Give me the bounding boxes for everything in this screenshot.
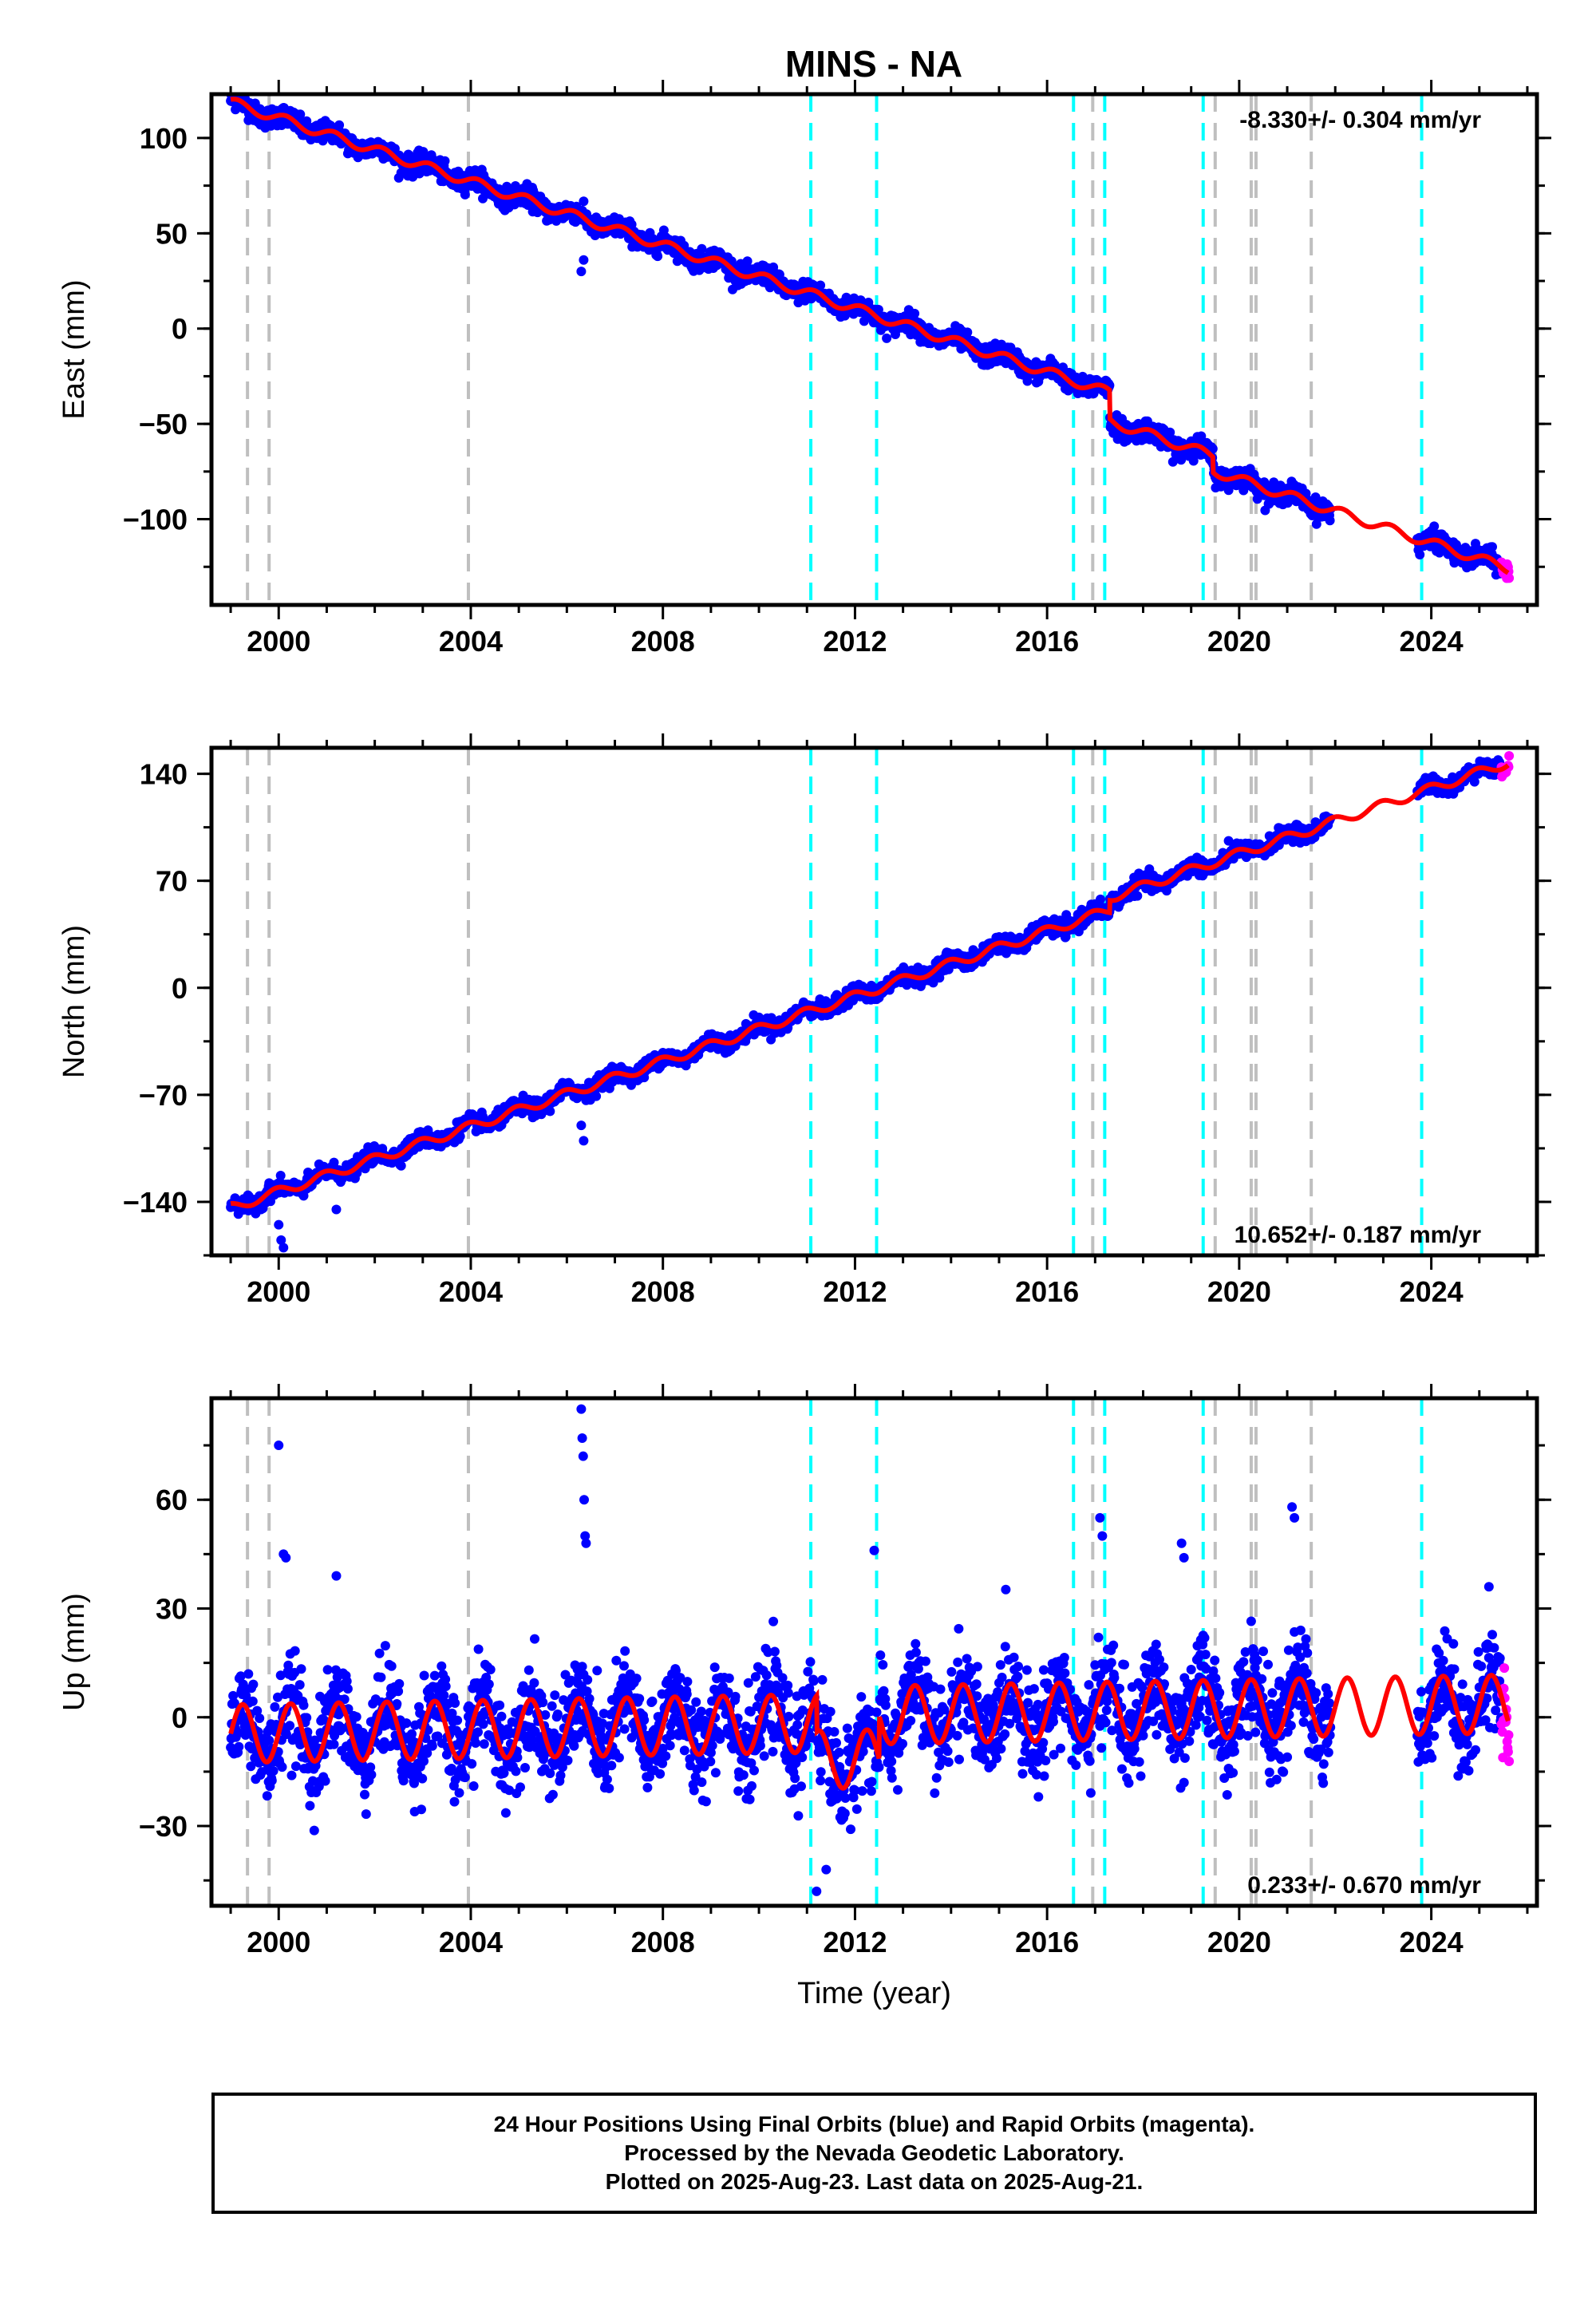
outlier-point (579, 255, 589, 265)
final-point (1429, 521, 1440, 532)
final-point (396, 1160, 406, 1171)
final-point (962, 327, 973, 338)
final-point (295, 109, 306, 120)
final-point (414, 168, 425, 179)
final-point (1415, 550, 1425, 559)
final-point (1167, 456, 1178, 467)
east-panel: 2000 2004 2008 2012 2016 2020 2024 100 50 0 −50 −10… (57, 80, 1551, 658)
y-tick-label: 100 (140, 122, 188, 155)
x-tick-label: 2024 (1400, 625, 1464, 658)
rate-label: -8.330+/- 0.304 mm/yr (1239, 107, 1481, 133)
final-point (653, 251, 663, 262)
final-point (1132, 891, 1143, 901)
x-tick-label: 2004 (439, 625, 503, 658)
rapid-point (1504, 573, 1515, 583)
final-point (1223, 485, 1234, 496)
final-point (859, 316, 869, 326)
final-point (1176, 455, 1187, 465)
chart-title: MINS - NA (785, 43, 962, 85)
north-plot-area (226, 748, 1515, 1255)
east-plot-area (226, 94, 1515, 605)
final-point (545, 1106, 555, 1117)
x-tick-label: 2020 (1207, 625, 1271, 658)
x-tick-label: 2000 (247, 625, 310, 658)
final-point (910, 308, 920, 318)
final-point (334, 120, 345, 130)
final-point (882, 333, 892, 343)
final-point (1196, 431, 1207, 441)
y-axis-label: East (mm) (57, 279, 91, 419)
outlier-point (576, 267, 587, 277)
final-point (1325, 516, 1335, 526)
final-point (1188, 456, 1199, 466)
final-point (1165, 427, 1175, 437)
y-tick-label: 50 (156, 217, 188, 250)
final-point (460, 189, 470, 200)
final-point (591, 1091, 602, 1101)
final-point (1096, 894, 1105, 904)
final-point (440, 156, 450, 166)
final-point (1487, 542, 1497, 552)
y-tick-label: −100 (123, 504, 188, 536)
x-tick-label: 2012 (823, 625, 887, 658)
final-point (579, 196, 589, 207)
x-tick-label: 2016 (1015, 625, 1079, 658)
y-tick-label: −50 (139, 408, 188, 441)
final-point (742, 256, 753, 267)
final-point (697, 243, 707, 254)
x-tick-label: 2008 (631, 625, 695, 658)
final-point (1207, 444, 1218, 454)
final-point (816, 280, 826, 290)
final-point (302, 116, 312, 126)
y-tick-label: 0 (172, 313, 188, 346)
final-point (478, 193, 488, 204)
final-point (873, 305, 883, 314)
north-panel: 2000 2004 2008 2012 2016 2020 2024140700−70−14… (57, 733, 1551, 1308)
